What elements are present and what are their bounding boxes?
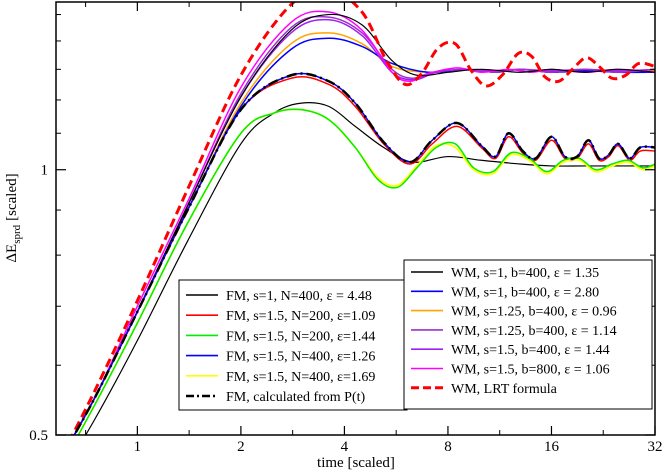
legend-label: WM, s=1.25, b=400, ε = 0.96 — [451, 305, 617, 320]
legend-label: FM, calculated from P(t) — [226, 390, 366, 405]
series-line-fm-s-1-n-400-4-48 — [84, 102, 655, 435]
series-layer — [70, 2, 655, 435]
x-axis-title: time [scaled] — [317, 455, 395, 471]
plot-frame — [55, 1, 656, 436]
x-tick-label: 16 — [544, 439, 560, 455]
legend-label: FM, s=1.5, N=200, ε=1.09 — [226, 309, 375, 324]
x-tick-label: 2 — [237, 439, 245, 455]
legend-fm-box — [178, 279, 408, 411]
x-tick-label: 4 — [341, 439, 349, 455]
legend-wm-box — [403, 259, 653, 410]
legend-label: WM, LRT formula — [451, 382, 558, 397]
y-axis-title-suffix: [scaled] — [4, 173, 20, 220]
x-tick-label: 1 — [134, 439, 142, 455]
series-line-fm-s-1-5-n-200-1-44 — [77, 108, 655, 435]
legend-label: WM, s=1, b=400, ε = 1.35 — [451, 266, 599, 281]
y-axis-title-subscript: sprd — [11, 224, 23, 243]
legend-label: FM, s=1.5, N=400, ε=1.69 — [226, 370, 375, 385]
legend-label: WM, s=1.25, b=400, ε = 1.14 — [451, 324, 617, 339]
y-tick-label: 0.5 — [29, 428, 48, 444]
legend-fm: FM, s=1, N=400, ε = 4.48 FM, s=1.5, N=200… — [178, 279, 408, 411]
legend-label: FM, s=1.5, N=200, ε=1.44 — [226, 329, 375, 344]
x-tick-label: 32 — [648, 439, 663, 455]
legend-wm: WM, s=1, b=400, ε = 1.35 WM, s=1, b=400, … — [403, 259, 653, 410]
y-tick-label: 1 — [41, 163, 49, 179]
series-line-fm-calculated-from-p-t — [72, 72, 655, 435]
legend-label: FM, s=1.5, N=400, ε=1.26 — [226, 350, 375, 365]
legend-label: WM, s=1.5, b=800, ε = 1.06 — [451, 363, 610, 378]
series-line-wm-lrt-formula — [70, 2, 655, 435]
tick-layer: 1 2 4 8 16 32 0.5 1 — [29, 2, 663, 455]
legend-label: FM, s=1, N=400, ε = 4.48 — [226, 289, 372, 304]
x-tick-label: 8 — [444, 439, 452, 455]
legend-label: WM, s=1.5, b=400, ε = 1.44 — [451, 343, 610, 358]
y-axis-title: ΔEsprd [scaled] — [4, 173, 23, 262]
y-axis-title-main: ΔE — [4, 244, 20, 263]
legend-label: WM, s=1, b=400, ε = 2.80 — [451, 285, 599, 300]
